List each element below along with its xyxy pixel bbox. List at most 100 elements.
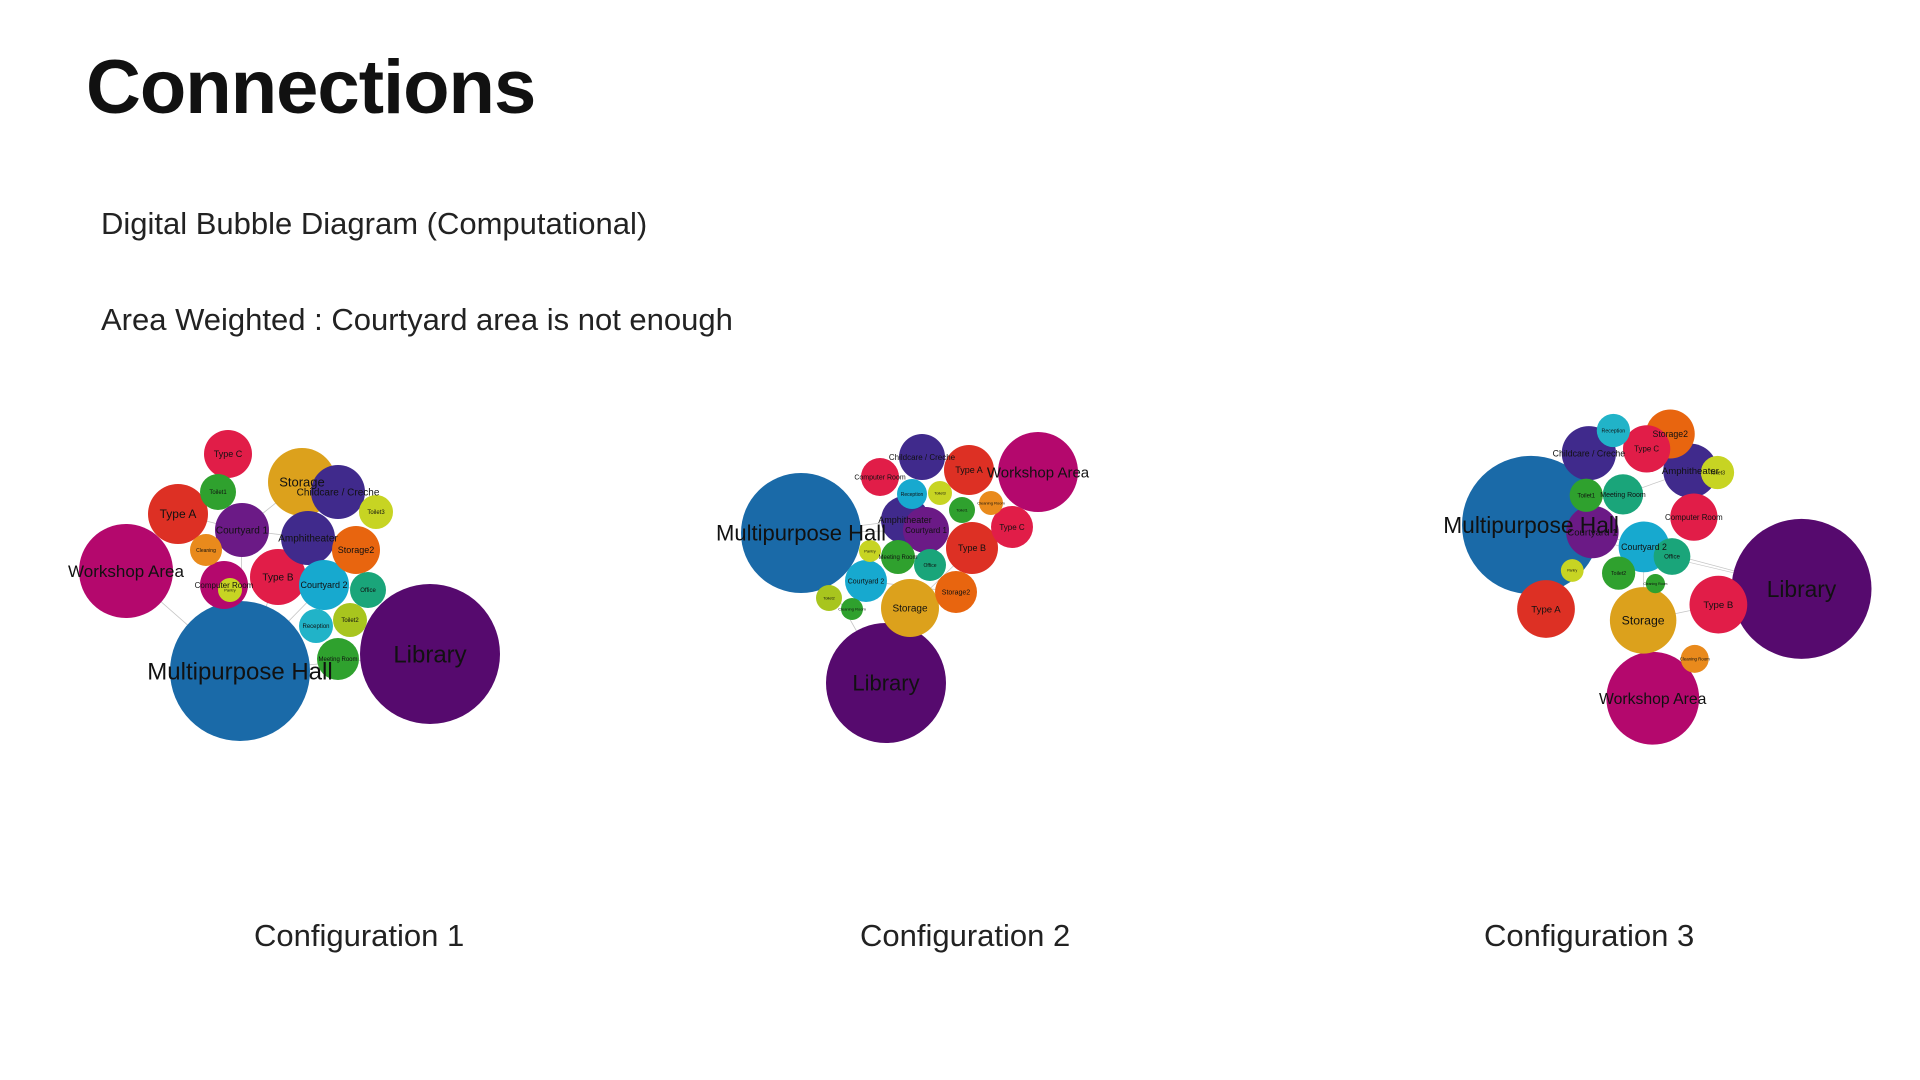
bubble-label-cleaning-room: Cleaning Room: [1680, 656, 1710, 661]
bubble-reception: [1596, 413, 1630, 448]
bubble-toilet1: [200, 474, 236, 510]
bubble-multipurpose-hall: [170, 601, 310, 741]
bubble-label-workshop-area: Workshop Area: [1599, 691, 1707, 708]
caption-configuration-1: Configuration 1: [254, 918, 465, 953]
bubble-courtyard-1: [903, 507, 949, 553]
bubble-toilet2: [333, 603, 367, 637]
bubble-toilet2: [816, 585, 842, 611]
bubble-type-b: [946, 522, 998, 574]
bubble-label-cleaning: Cleaning: [196, 548, 216, 554]
bubble-label-pantry: Pantry: [864, 548, 876, 553]
page-title: Connections: [86, 45, 536, 130]
bubble-label-office: Office: [924, 563, 937, 569]
bubble-pantry: [1560, 559, 1584, 582]
bubble-label-storage: Storage: [892, 604, 927, 615]
bubble-cleaning-room: [1680, 644, 1709, 673]
bubble-courtyard-2: [845, 560, 887, 602]
bubble-label-type-c: Type C: [1634, 445, 1659, 454]
bubble-type-a: [1517, 580, 1575, 638]
bubble-label-pantry: Pantry: [224, 587, 236, 592]
bubble-library: [1731, 518, 1872, 659]
bubble-label-cleaning-room: Cleaning Room: [838, 606, 866, 611]
bubble-label-type-b: Type B: [1703, 600, 1733, 611]
bubble-multipurpose-hall: [741, 473, 861, 593]
bubble-label-toilet2: Toilet2: [823, 595, 835, 600]
bubble-storage2: [935, 571, 977, 613]
bubble-label-computer-room: Computer Room: [1665, 513, 1723, 522]
bubble-meeting-room: [1602, 474, 1644, 515]
bubble-toilet1: [1569, 478, 1603, 512]
bubble-label-toilet1: Toilet1: [209, 490, 227, 496]
bubble-office: [350, 572, 386, 608]
bubble-type-c: [204, 430, 252, 478]
bubble-label-courtyard-2: Courtyard 2: [300, 580, 347, 590]
bubble-childcare-creche: [899, 434, 945, 480]
bubble-label-storage: Storage: [1622, 614, 1665, 628]
bubble-label-library: Library: [1767, 576, 1837, 602]
bubble-diagram-canvas: Reception Storage2 Childcare / Creche Type …: [1443, 409, 1872, 745]
bubble-label-amphitheater: Amphitheater: [278, 534, 338, 545]
bubble-workshop-area: [79, 524, 173, 618]
caption-configuration-2: Configuration 2: [860, 918, 1071, 953]
bubble-meeting-room: [881, 540, 915, 574]
bubble-label-reception: Reception: [901, 492, 924, 498]
bubble-label-amphitheater: Amphitheater: [878, 515, 932, 525]
bubble-diagram-configuration-1: Type C Toilet1 Storage Childcare / Creche Ty…: [68, 430, 640, 860]
bubble-label-toilet1: Toilet1: [1577, 492, 1595, 499]
bubble-label-library: Library: [393, 641, 466, 668]
bubble-meeting-room: [317, 638, 359, 680]
bubble-label-office: Office: [1664, 554, 1680, 561]
bubble-library: [360, 584, 500, 724]
bubble-workshop-area: [998, 432, 1078, 512]
bubble-label-office: Office: [360, 588, 376, 594]
bubble-cleaning: [190, 534, 222, 566]
bubble-multipurpose-hall: [1462, 455, 1601, 595]
bubble-label-courtyard-1: Courtyard 1: [905, 526, 947, 535]
bubble-type-b: [1689, 575, 1748, 634]
page-subtitle: Digital Bubble Diagram (Computational): [101, 206, 648, 241]
bubble-courtyard-1: [215, 503, 269, 557]
bubble-office: [914, 549, 946, 581]
bubble-label-computer-room: Computer Room: [195, 581, 254, 590]
bubble-label-storage2: Storage2: [338, 545, 375, 555]
bubble-type-c: [1623, 425, 1671, 473]
bubble-storage: [881, 579, 939, 637]
bubble-label-multipurpose-hall: Multipurpose Hall: [147, 658, 332, 685]
bubble-label-type-a: Type A: [1531, 604, 1561, 615]
bubble-computer-room: [1670, 493, 1718, 541]
bubble-label-courtyard-2: Courtyard 2: [1621, 542, 1667, 552]
caption-configuration-3: Configuration 3: [1484, 918, 1695, 953]
bubble-label-multipurpose-hall: Multipurpose Hall: [716, 521, 886, 546]
bubble-label-pantry: Pantry: [1567, 569, 1577, 573]
bubble-cleaning-room: [1645, 574, 1665, 594]
bubble-type-a: [944, 445, 994, 495]
bubble-library: [826, 623, 946, 743]
bubble-label-workshop-area: Workshop Area: [987, 464, 1090, 481]
bubble-label-computer-room: Computer Room: [854, 474, 906, 481]
bubble-diagram-configuration-3: Reception Storage2 Childcare / Creche Type …: [1280, 380, 1872, 880]
bubble-label-cleaning-room: Cleaning Room: [1643, 582, 1667, 586]
bubble-toilet3: [1700, 455, 1735, 490]
bubble-type-a: [148, 484, 208, 544]
bubble-label-childcare-creche: Childcare / Creche: [297, 488, 380, 499]
bubble-workshop-area: [1606, 651, 1700, 745]
bubble-label-reception: Reception: [1602, 428, 1626, 434]
bubble-label-storage: Storage: [279, 475, 325, 490]
bubble-label-childcare-creche: Childcare / Creche: [1553, 448, 1626, 458]
bubble-reception: [299, 609, 333, 643]
bubble-label-cleaning-room: Cleaning Room: [977, 500, 1005, 505]
bubble-toilet1: [949, 497, 975, 523]
bubble-label-toilet3: Toilet3: [1710, 470, 1725, 476]
bubble-label-storage2: Storage2: [942, 589, 971, 596]
bubble-label-type-b: Type B: [262, 573, 293, 584]
bubble-label-storage2: Storage2: [1652, 429, 1688, 439]
bubble-label-meeting-room: Meeting Room: [318, 657, 357, 663]
bubble-label-courtyard-2: Courtyard 2: [848, 578, 885, 585]
bubble-courtyard-2: [299, 560, 349, 610]
bubble-storage2: [332, 526, 380, 574]
bubble-label-type-c: Type C: [214, 449, 243, 459]
bubble-type-c: [991, 506, 1033, 548]
bubble-reception: [897, 479, 927, 509]
bubble-label-childcare-creche: Childcare / Creche: [889, 453, 956, 462]
